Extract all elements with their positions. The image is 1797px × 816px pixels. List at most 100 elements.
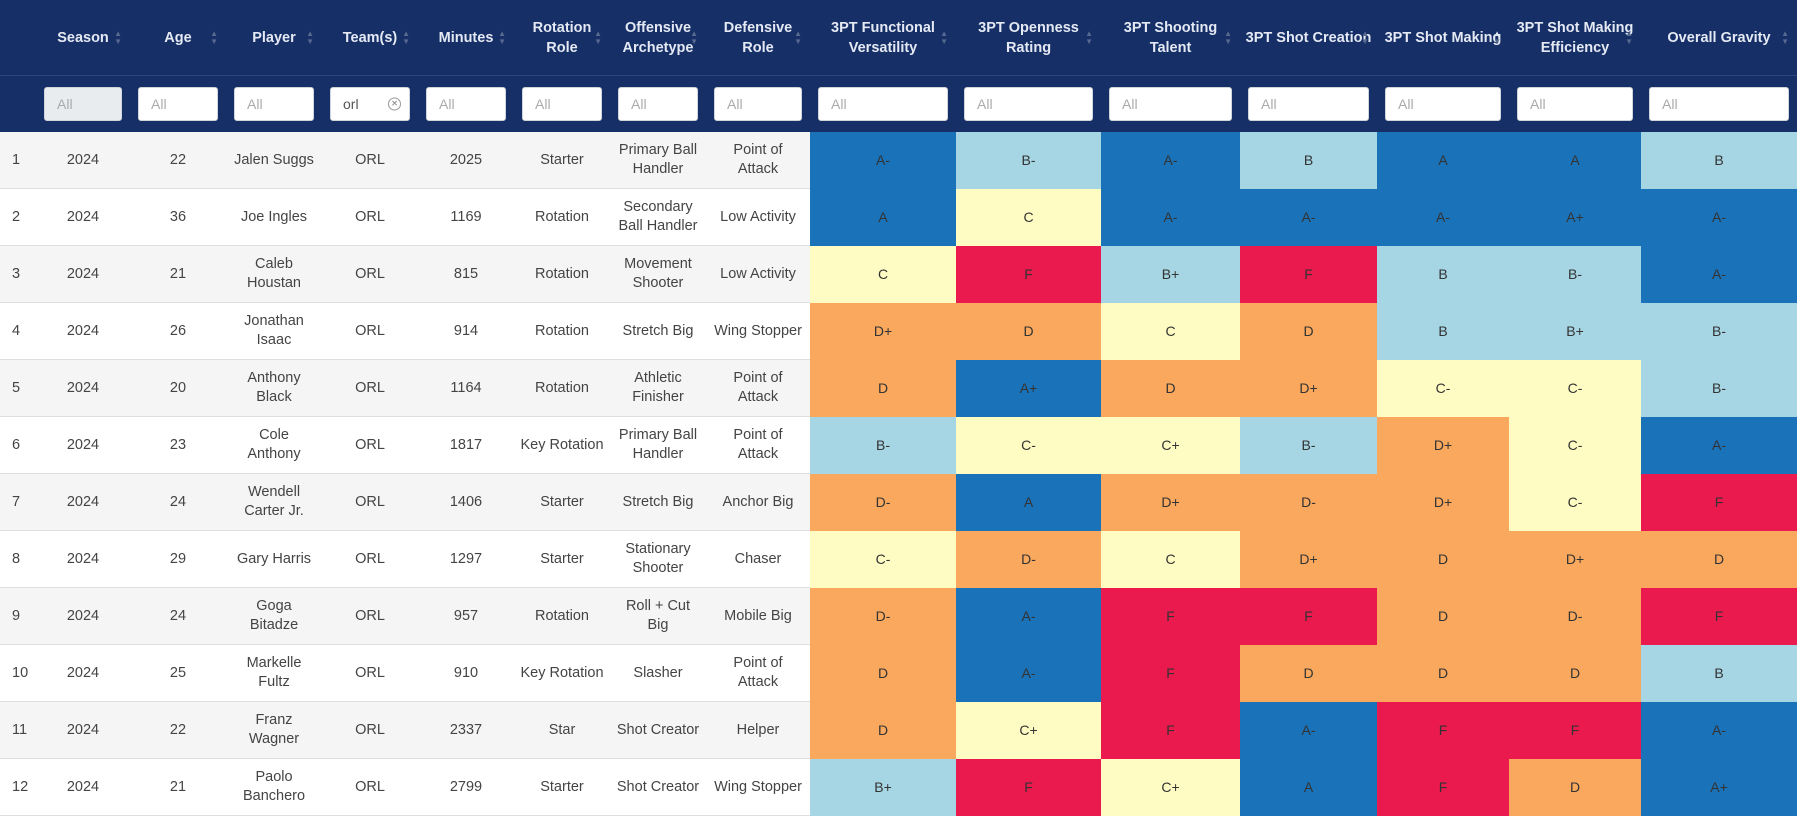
season-cell: 2024 bbox=[36, 587, 130, 645]
filter-3pt-shot-creation-input[interactable] bbox=[1248, 87, 1369, 121]
player-cell: Jonathan Isaac bbox=[226, 302, 322, 360]
row-index: 2 bbox=[0, 188, 36, 246]
header-defensive-role[interactable]: Defensive Role ▲ ▼ bbox=[706, 0, 810, 76]
offensive-archetype-cell: Stationary Shooter bbox=[610, 530, 706, 588]
3pt-shot-making-efficiency-grade-cell: C- bbox=[1509, 416, 1641, 474]
3pt-shot-making-efficiency-grade-cell: D bbox=[1509, 644, 1641, 702]
filter-teams-wrapper: × bbox=[330, 87, 410, 121]
header-3pt-shot-creation[interactable]: 3PT Shot Creation ▲ ▼ bbox=[1240, 0, 1377, 76]
table-row[interactable]: 8 2024 29 Gary Harris ORL 1297 Starter Stationa… bbox=[0, 530, 1797, 588]
table-row[interactable]: 7 2024 24 Wendell Carter Jr. ORL 1406 Starter S… bbox=[0, 473, 1797, 531]
filter-3pt-functional-versatility-input[interactable] bbox=[818, 87, 948, 121]
table-row[interactable]: 6 2024 23 Cole Anthony ORL 1817 Key Rotation Pr… bbox=[0, 416, 1797, 474]
player-cell: Markelle Fultz bbox=[226, 644, 322, 702]
overall-gravity-grade-cell: A- bbox=[1641, 245, 1797, 303]
filter-age-input[interactable] bbox=[138, 87, 218, 121]
header-3pt-shot-making[interactable]: 3PT Shot Making ▲ ▼ bbox=[1377, 0, 1509, 76]
3pt-shot-making-efficiency-grade-cell: A bbox=[1509, 132, 1641, 189]
player-cell: Franz Wagner bbox=[226, 701, 322, 759]
header-3pt-openness-rating[interactable]: 3PT Openness Rating ▲ ▼ bbox=[956, 0, 1101, 76]
rotation-role-cell: Rotation bbox=[514, 359, 610, 417]
defensive-role-cell: Point of Attack bbox=[706, 132, 810, 189]
sort-asc-icon[interactable]: ▲ ▼ bbox=[1493, 28, 1501, 46]
header-offensive-archetype[interactable]: Offensive Archetype ▲ ▼ bbox=[610, 0, 706, 76]
filter-3pt-shot-making-input[interactable] bbox=[1385, 87, 1501, 121]
sort-icon[interactable]: ▲ ▼ bbox=[1781, 28, 1789, 46]
table-row[interactable]: 9 2024 24 Goga Bitadze ORL 957 Rotation Roll + … bbox=[0, 587, 1797, 645]
3pt-shot-creation-grade-cell: B bbox=[1240, 132, 1377, 189]
rotation-role-cell: Rotation bbox=[514, 587, 610, 645]
sort-icon[interactable]: ▲ ▼ bbox=[1085, 28, 1093, 46]
3pt-shot-making-grade-cell: B bbox=[1377, 302, 1509, 360]
header-season[interactable]: Season ▲ ▼ bbox=[36, 0, 130, 76]
filter-offensive-archetype-input[interactable] bbox=[618, 87, 698, 121]
header-3pt-shooting-talent[interactable]: 3PT Shooting Talent ▲ ▼ bbox=[1101, 0, 1240, 76]
overall-gravity-grade-cell: A- bbox=[1641, 416, 1797, 474]
filter-minutes-input[interactable] bbox=[426, 87, 506, 121]
table-row[interactable]: 10 2024 25 Markelle Fultz ORL 910 Key Rotation… bbox=[0, 644, 1797, 702]
table-body: 1 2024 22 Jalen Suggs ORL 2025 Starter Primary … bbox=[0, 132, 1797, 816]
minutes-cell: 2799 bbox=[418, 758, 514, 816]
sort-icon[interactable]: ▲ ▼ bbox=[498, 28, 506, 46]
filter-rotation-role-input[interactable] bbox=[522, 87, 602, 121]
header-age[interactable]: Age ▲ ▼ bbox=[130, 0, 226, 76]
filter-3pt-shooting-talent-input[interactable] bbox=[1109, 87, 1232, 121]
sort-icon[interactable]: ▲ ▼ bbox=[594, 28, 602, 46]
sort-icon[interactable]: ▲ ▼ bbox=[1224, 28, 1232, 46]
team-cell: ORL bbox=[322, 359, 418, 417]
sort-icon[interactable]: ▲ ▼ bbox=[690, 28, 698, 46]
table-row[interactable]: 12 2024 21 Paolo Banchero ORL 2799 Starter Shot… bbox=[0, 758, 1797, 816]
overall-gravity-grade-cell: B- bbox=[1641, 302, 1797, 360]
player-cell: Gary Harris bbox=[226, 530, 322, 588]
overall-gravity-grade-cell: A- bbox=[1641, 701, 1797, 759]
3pt-shot-creation-grade-cell: D- bbox=[1240, 473, 1377, 531]
3pt-shot-creation-grade-cell: D+ bbox=[1240, 530, 1377, 588]
sort-icon[interactable]: ▲ ▼ bbox=[1625, 28, 1633, 46]
table-row[interactable]: 3 2024 21 Caleb Houstan ORL 815 Rotation Moveme… bbox=[0, 245, 1797, 303]
season-cell: 2024 bbox=[36, 644, 130, 702]
header-minutes[interactable]: Minutes ▲ ▼ bbox=[418, 0, 514, 76]
3pt-openness-rating-grade-cell: A+ bbox=[956, 359, 1101, 417]
season-cell: 2024 bbox=[36, 701, 130, 759]
sort-icon[interactable]: ▲ ▼ bbox=[940, 28, 948, 46]
filter-season-input[interactable] bbox=[44, 87, 122, 121]
minutes-cell: 2337 bbox=[418, 701, 514, 759]
header-3pt-shot-making-efficiency[interactable]: 3PT Shot Making Efficiency ▲ ▼ bbox=[1509, 0, 1641, 76]
player-cell: Anthony Black bbox=[226, 359, 322, 417]
3pt-openness-rating-grade-cell: F bbox=[956, 758, 1101, 816]
filter-defensive-role-input[interactable] bbox=[714, 87, 802, 121]
header-overall-gravity[interactable]: Overall Gravity ▲ ▼ bbox=[1641, 0, 1797, 76]
3pt-shooting-talent-grade-cell: A- bbox=[1101, 132, 1240, 189]
defensive-role-cell: Point of Attack bbox=[706, 644, 810, 702]
filter-3pt-shot-making-efficiency-input[interactable] bbox=[1517, 87, 1633, 121]
3pt-functional-versatility-grade-cell: D- bbox=[810, 587, 956, 645]
table-row[interactable]: 11 2024 22 Franz Wagner ORL 2337 Star Shot Crea… bbox=[0, 701, 1797, 759]
filter-player-input[interactable] bbox=[234, 87, 314, 121]
player-cell: Cole Anthony bbox=[226, 416, 322, 474]
table-row[interactable]: 5 2024 20 Anthony Black ORL 1164 Rotation Athle… bbox=[0, 359, 1797, 417]
filter-overall-gravity-input[interactable] bbox=[1649, 87, 1789, 121]
3pt-functional-versatility-grade-cell: D bbox=[810, 359, 956, 417]
sort-icon[interactable]: ▲ ▼ bbox=[114, 28, 122, 46]
season-cell: 2024 bbox=[36, 302, 130, 360]
sort-icon[interactable]: ▲ ▼ bbox=[794, 28, 802, 46]
sort-icon[interactable]: ▲ ▼ bbox=[210, 28, 218, 46]
3pt-openness-rating-grade-cell: B- bbox=[956, 132, 1101, 189]
table-row[interactable]: 4 2024 26 Jonathan Isaac ORL 914 Rotation Stret… bbox=[0, 302, 1797, 360]
season-cell: 2024 bbox=[36, 530, 130, 588]
header-teams[interactable]: Team(s) ▲ ▼ bbox=[322, 0, 418, 76]
filter-3pt-openness-rating-input[interactable] bbox=[964, 87, 1093, 121]
age-cell: 25 bbox=[130, 644, 226, 702]
header-player[interactable]: Player ▲ ▼ bbox=[226, 0, 322, 76]
3pt-openness-rating-grade-cell: C bbox=[956, 188, 1101, 246]
table-row[interactable]: 2 2024 36 Joe Ingles ORL 1169 Rotation Secondar… bbox=[0, 188, 1797, 246]
sort-icon[interactable]: ▲ ▼ bbox=[306, 28, 314, 46]
overall-gravity-grade-cell: F bbox=[1641, 587, 1797, 645]
3pt-functional-versatility-grade-cell: D+ bbox=[810, 302, 956, 360]
sort-icon[interactable]: ▲ ▼ bbox=[402, 28, 410, 46]
clear-icon[interactable]: × bbox=[388, 97, 401, 111]
sort-icon[interactable]: ▲ ▼ bbox=[1361, 28, 1369, 46]
table-row[interactable]: 1 2024 22 Jalen Suggs ORL 2025 Starter Primary … bbox=[0, 132, 1797, 189]
header-rotation-role[interactable]: Rotation Role ▲ ▼ bbox=[514, 0, 610, 76]
header-3pt-functional-versatility[interactable]: 3PT Functional Versatility ▲ ▼ bbox=[810, 0, 956, 76]
